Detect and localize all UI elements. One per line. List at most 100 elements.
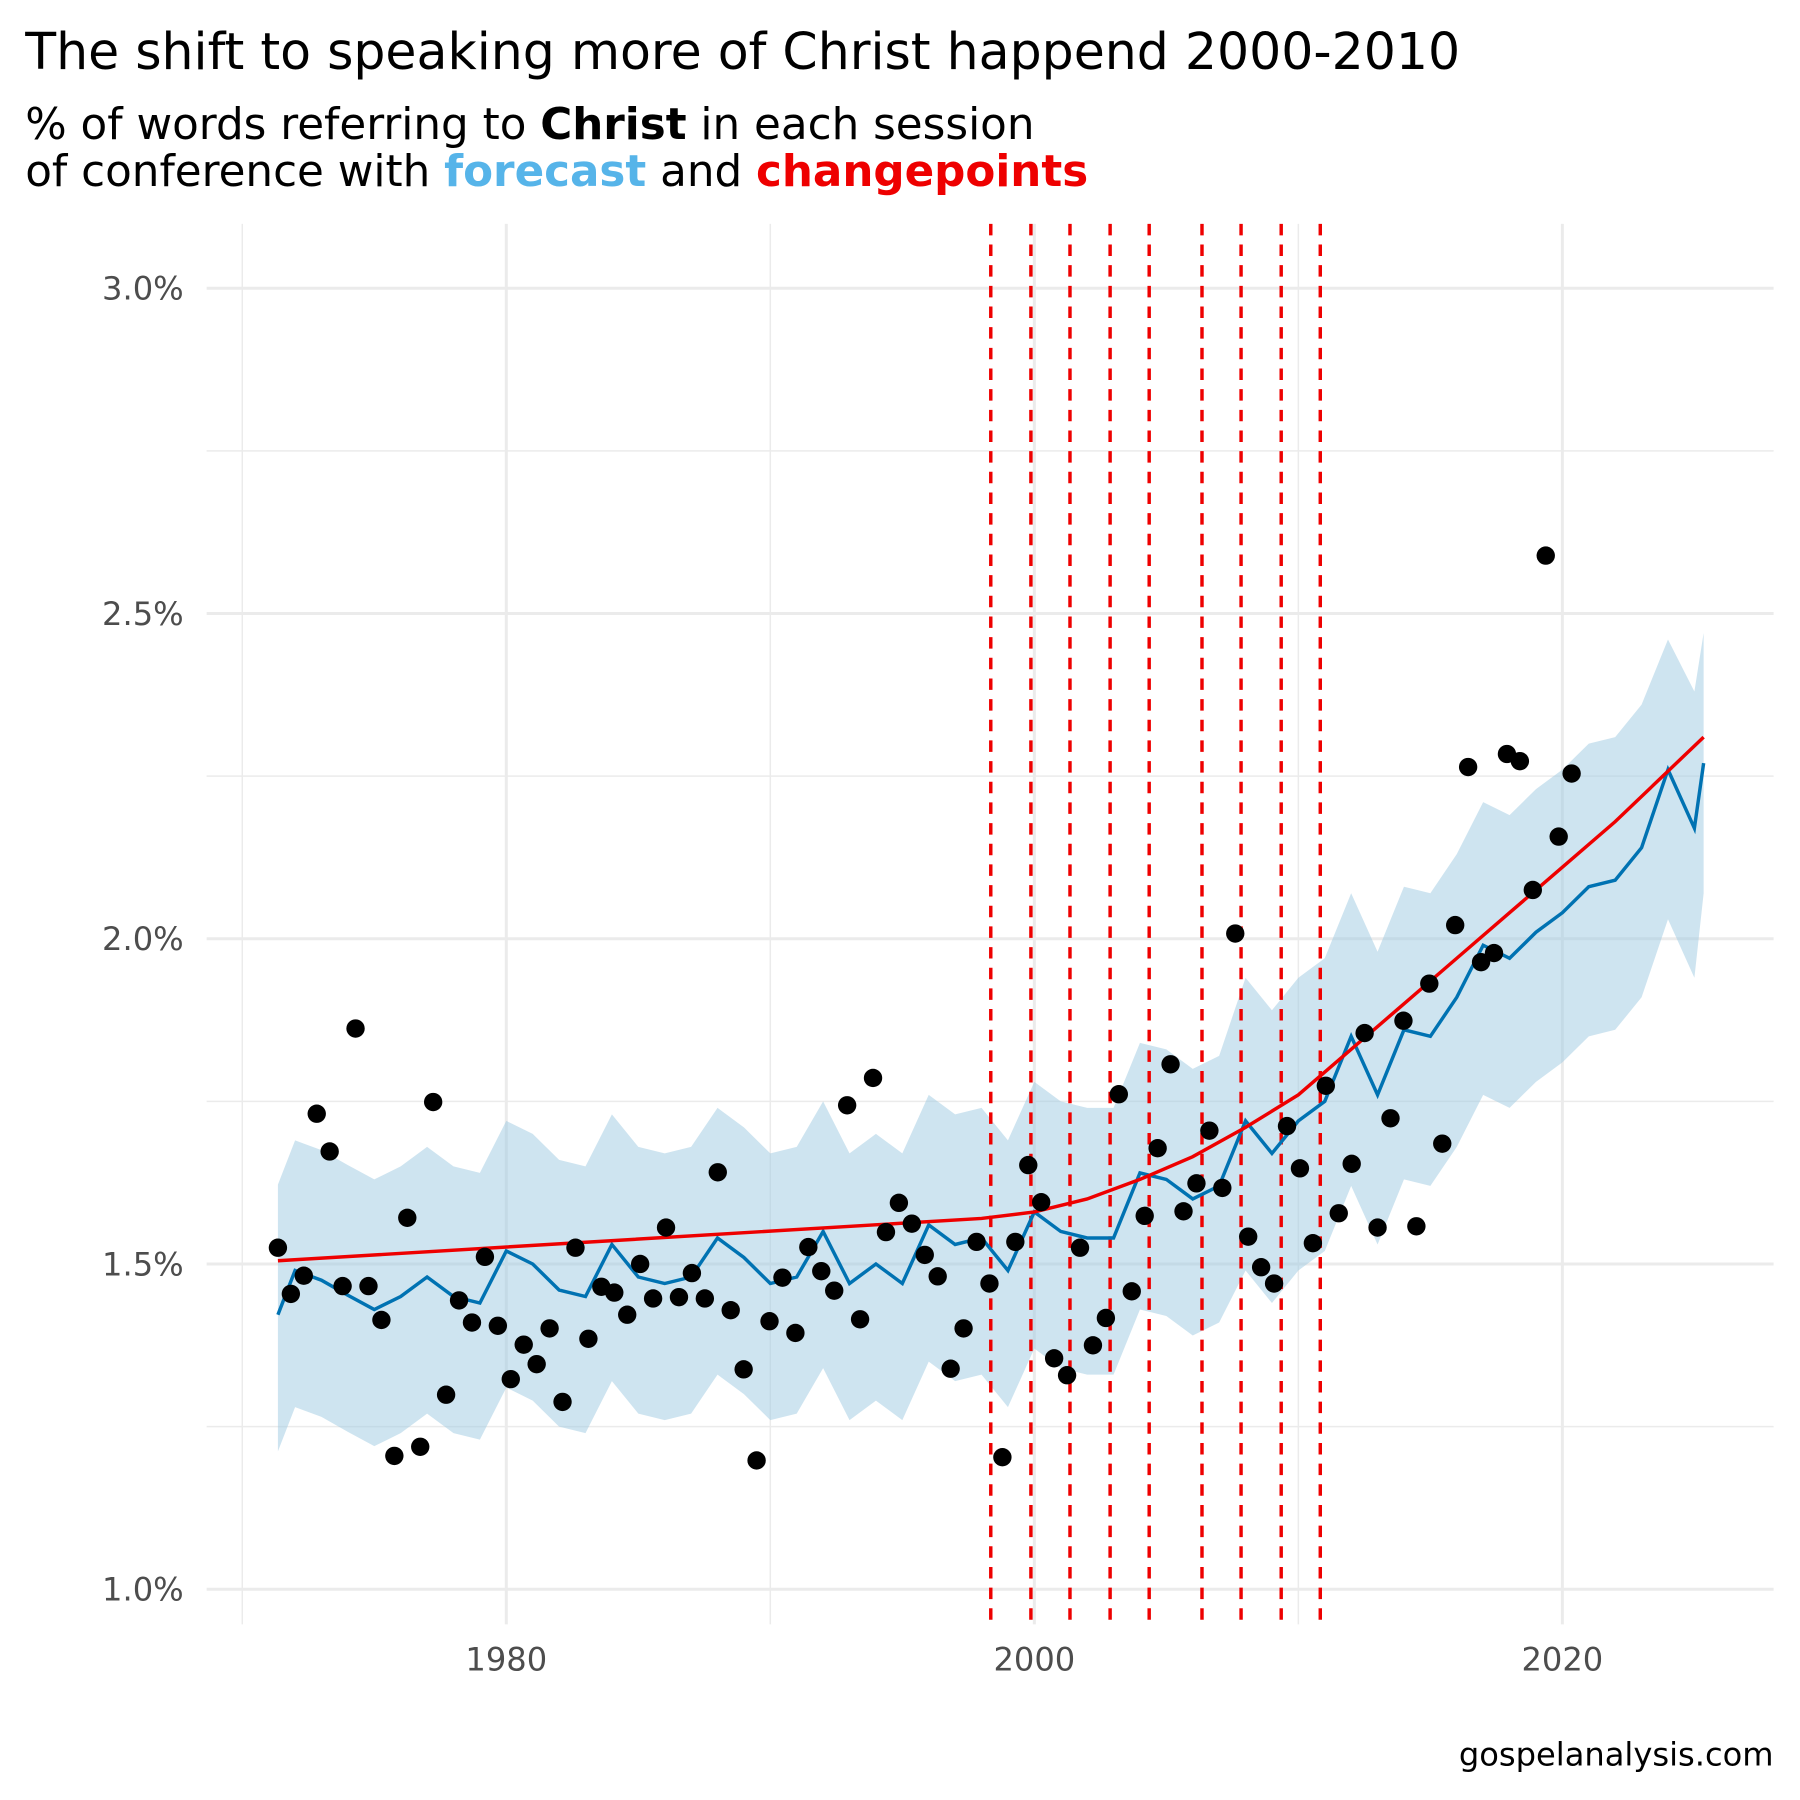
- data-point: [980, 1274, 999, 1293]
- data-point: [799, 1237, 818, 1257]
- data-point: [837, 1096, 857, 1115]
- data-point: [385, 1446, 404, 1466]
- data-point: [993, 1448, 1012, 1467]
- data-point: [1394, 1011, 1413, 1030]
- data-point: [1549, 827, 1568, 846]
- data-point: [1277, 1116, 1297, 1136]
- data-point: [1187, 1174, 1206, 1193]
- data-point: [1303, 1233, 1323, 1253]
- data-point: [643, 1289, 663, 1308]
- data-point: [825, 1281, 844, 1300]
- subtitle-line: % of words referring to Christ in each s…: [25, 100, 1034, 150]
- data-point: [863, 1068, 883, 1088]
- data-point: [669, 1287, 689, 1307]
- data-point: [268, 1238, 288, 1257]
- data-point: [449, 1291, 469, 1310]
- subtitle-text: % of words referring to: [25, 100, 540, 150]
- data-point: [1290, 1159, 1310, 1178]
- data-point: [876, 1222, 896, 1242]
- trend-line: [277, 735, 1705, 1263]
- data-point: [281, 1284, 301, 1304]
- data-point: [1536, 546, 1555, 565]
- data-point: [566, 1238, 585, 1257]
- data-point: [773, 1268, 792, 1287]
- data-point: [1148, 1139, 1167, 1158]
- data-point: [1471, 952, 1491, 972]
- data-point: [1251, 1258, 1271, 1277]
- y-tick-label: 1.0%: [102, 1571, 184, 1609]
- subtitle-text: and: [646, 147, 756, 197]
- data-point: [630, 1254, 650, 1274]
- data-point: [462, 1313, 482, 1332]
- data-point: [915, 1245, 934, 1265]
- data-point: [294, 1266, 313, 1285]
- data-point: [695, 1289, 715, 1308]
- data-point: [747, 1451, 766, 1470]
- data-point: [786, 1323, 805, 1343]
- data-point: [605, 1283, 624, 1302]
- subtitle-text: Christ: [540, 100, 686, 150]
- data-point: [1083, 1336, 1103, 1355]
- data-point: [1096, 1308, 1116, 1328]
- x-tick-label: 2000: [993, 1640, 1075, 1678]
- data-point: [1484, 943, 1504, 963]
- data-point: [372, 1310, 391, 1330]
- data-point: [1044, 1349, 1064, 1368]
- chart-title: The shift to speaking more of Christ hap…: [24, 22, 1460, 81]
- data-point: [1316, 1076, 1336, 1095]
- data-point: [1226, 924, 1245, 943]
- data-point: [1562, 764, 1581, 783]
- data-point: [1070, 1238, 1090, 1257]
- x-tick-label: 2020: [1521, 1640, 1603, 1678]
- data-point: [889, 1193, 909, 1213]
- subtitle-text: of conference with: [25, 147, 444, 197]
- data-point: [1161, 1055, 1180, 1074]
- subtitle-text: forecast: [444, 147, 646, 197]
- data-point: [1239, 1227, 1258, 1246]
- data-point: [1420, 974, 1439, 993]
- data-point: [501, 1369, 520, 1389]
- data-point: [708, 1163, 727, 1182]
- data-point: [618, 1305, 637, 1324]
- data-point: [1342, 1154, 1361, 1173]
- data-point: [902, 1214, 922, 1233]
- data-point: [1329, 1204, 1348, 1223]
- data-point: [967, 1232, 986, 1252]
- data-point: [682, 1263, 702, 1283]
- data-point: [1057, 1366, 1077, 1385]
- y-tick-label: 2.5%: [102, 595, 184, 633]
- data-point: [812, 1261, 831, 1281]
- data-point: [1032, 1193, 1051, 1212]
- data-point: [1019, 1155, 1038, 1175]
- x-tick-label: 1980: [465, 1640, 547, 1678]
- data-point: [1213, 1178, 1232, 1198]
- data-point: [954, 1319, 973, 1338]
- data-point: [488, 1316, 508, 1335]
- data-point: [475, 1247, 495, 1267]
- data-point: [760, 1312, 779, 1331]
- data-point: [1458, 757, 1478, 777]
- data-point: [1407, 1217, 1426, 1236]
- data-point: [1006, 1232, 1025, 1252]
- data-point: [553, 1392, 572, 1412]
- data-point: [333, 1276, 352, 1296]
- data-point: [656, 1218, 676, 1237]
- data-point: [941, 1359, 960, 1378]
- data-point: [540, 1319, 559, 1338]
- data-point: [359, 1276, 378, 1296]
- y-tick-label: 2.0%: [102, 920, 184, 958]
- data-point: [320, 1142, 339, 1161]
- plot-area: [268, 223, 1706, 1625]
- forecast-band: [277, 633, 1704, 1452]
- data-point: [346, 1019, 365, 1038]
- data-point: [527, 1354, 546, 1374]
- data-point: [1433, 1134, 1452, 1153]
- data-point: [423, 1092, 443, 1112]
- data-point: [928, 1267, 947, 1286]
- data-point: [307, 1104, 326, 1123]
- data-point: [1381, 1109, 1400, 1128]
- data-point: [734, 1360, 753, 1379]
- data-point: [411, 1437, 430, 1456]
